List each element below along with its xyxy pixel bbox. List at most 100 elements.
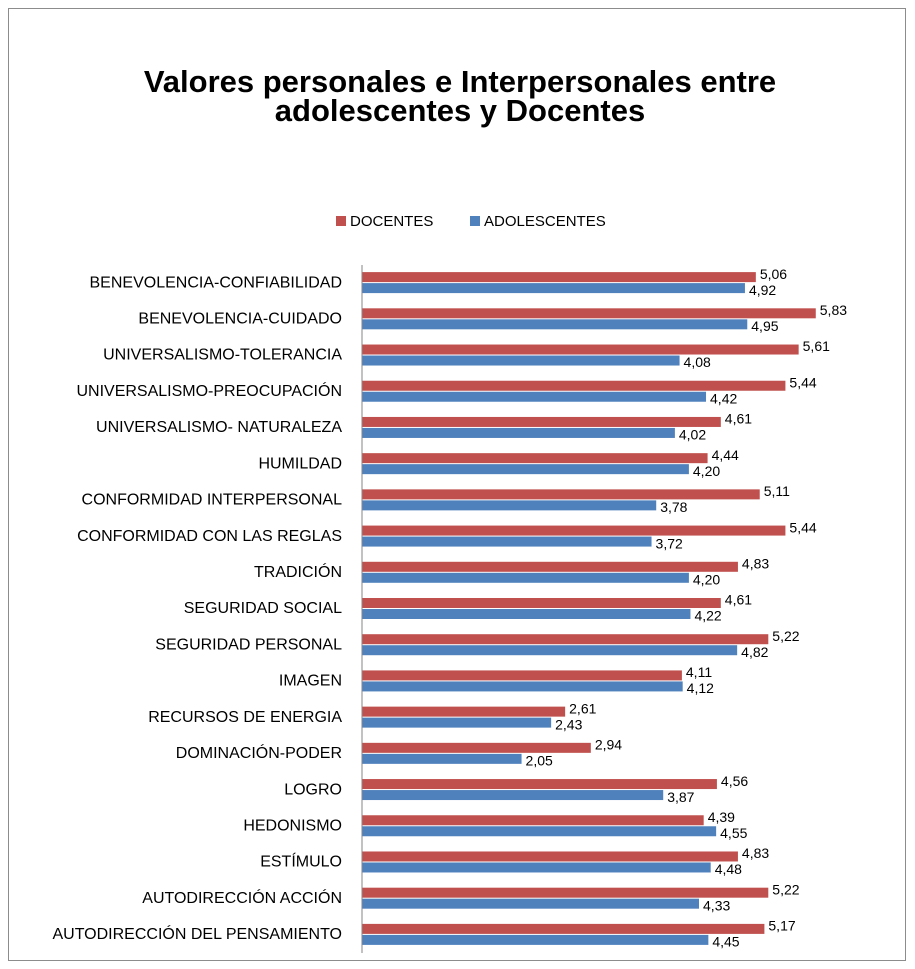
- bar: [362, 272, 756, 283]
- value-label: 4,55: [720, 825, 747, 841]
- bar: [362, 887, 769, 898]
- value-label: 4,39: [708, 809, 735, 825]
- bar: [362, 851, 738, 862]
- y-tick-label: BENEVOLENCIA-CONFIABILIDAD: [90, 274, 343, 291]
- value-label: 4,42: [710, 390, 737, 406]
- value-label: 4,45: [712, 934, 739, 950]
- value-label: 5,22: [772, 628, 799, 644]
- legend-swatch: [336, 216, 346, 226]
- value-label: 4,92: [749, 282, 776, 298]
- bar: [362, 934, 709, 945]
- value-label: 4,82: [741, 644, 768, 660]
- value-label: 2,43: [555, 716, 582, 732]
- bar: [362, 753, 522, 764]
- value-label: 4,61: [725, 411, 752, 427]
- bar: [362, 355, 680, 366]
- chart-frame: [8, 8, 906, 961]
- value-label: 5,17: [768, 918, 795, 934]
- bar: [362, 790, 664, 801]
- value-label: 4,20: [693, 571, 720, 587]
- value-label: 5,61: [803, 338, 830, 354]
- value-label: 3,78: [660, 499, 687, 515]
- value-label: 4,02: [679, 427, 706, 443]
- bar: [362, 572, 689, 583]
- bar: [362, 391, 707, 402]
- value-label: 5,06: [760, 266, 787, 282]
- value-label: 2,05: [526, 753, 553, 769]
- legend-label: ADOLESCENTES: [484, 213, 606, 230]
- y-tick-label: RECURSOS DE ENERGIA: [148, 709, 342, 726]
- value-label: 4,83: [742, 845, 769, 861]
- y-tick-label: HEDONISMO: [243, 817, 342, 834]
- bar: [362, 536, 652, 547]
- value-label: 5,22: [772, 881, 799, 897]
- bar: [362, 717, 552, 728]
- value-label: 4,95: [751, 318, 778, 334]
- bar: [362, 308, 816, 319]
- y-tick-label: UNIVERSALISMO-PREOCUPACIÓN: [76, 381, 342, 400]
- bar: [362, 525, 786, 536]
- y-tick-label: ESTÍMULO: [260, 852, 342, 871]
- value-label: 2,61: [569, 700, 596, 716]
- value-label: 4,44: [712, 447, 739, 463]
- value-label: 5,83: [820, 302, 847, 318]
- bar: [362, 670, 682, 681]
- bar: [362, 464, 689, 475]
- bar: [362, 427, 675, 438]
- bar: [362, 742, 591, 753]
- value-label: 4,20: [693, 463, 720, 479]
- y-tick-label: DOMINACIÓN-PODER: [176, 743, 342, 762]
- value-label: 3,87: [667, 789, 694, 805]
- legend-label: DOCENTES: [350, 213, 433, 230]
- bar: [362, 561, 738, 572]
- bar: [362, 862, 711, 873]
- y-tick-label: UNIVERSALISMO- NATURALEZA: [96, 419, 342, 436]
- value-label: 4,08: [684, 354, 711, 370]
- y-tick-label: BENEVOLENCIA-CUIDADO: [138, 311, 342, 328]
- bar: [362, 681, 683, 692]
- y-tick-label: TRADICIÓN: [254, 562, 342, 581]
- bar: [362, 344, 799, 355]
- value-label: 4,61: [725, 592, 752, 608]
- bar: [362, 380, 786, 391]
- bar: [362, 923, 765, 934]
- bar: [362, 500, 657, 511]
- y-tick-label: AUTODIRECCIÓN ACCIÓN: [142, 888, 342, 907]
- bar: [362, 609, 691, 619]
- value-label: 4,22: [694, 608, 721, 624]
- bar: [362, 815, 704, 826]
- y-tick-label: HUMILDAD: [258, 455, 342, 472]
- bar: [362, 779, 717, 790]
- value-label: 4,83: [742, 555, 769, 571]
- bar: [362, 706, 566, 717]
- value-label: 4,33: [703, 897, 730, 913]
- bar: [362, 826, 717, 837]
- bar: [362, 645, 738, 656]
- value-label: 4,12: [687, 680, 714, 696]
- bar: [362, 416, 721, 427]
- value-label: 5,11: [764, 483, 790, 499]
- y-tick-label: AUTODIRECCIÓN DEL PENSAMIENTO: [52, 924, 342, 943]
- bar: [362, 489, 760, 500]
- bar: [362, 453, 708, 464]
- y-tick-label: UNIVERSALISMO-TOLERANCIA: [103, 347, 342, 364]
- value-label: 3,72: [656, 535, 683, 551]
- value-label: 2,94: [595, 737, 622, 753]
- chart-title: Valores personales e Interpersonales ent…: [144, 64, 776, 128]
- legend-swatch: [470, 216, 480, 226]
- value-label: 4,56: [721, 773, 748, 789]
- y-tick-label: CONFORMIDAD INTERPERSONAL: [82, 492, 343, 509]
- bar: [362, 898, 700, 909]
- y-tick-label: IMAGEN: [279, 673, 342, 690]
- value-label: 4,48: [715, 861, 742, 877]
- bar: [362, 319, 748, 330]
- bar: [362, 598, 721, 608]
- bar: [362, 283, 745, 294]
- y-tick-label: SEGURIDAD PERSONAL: [155, 636, 342, 653]
- value-label: 4,11: [686, 664, 712, 680]
- bar: [362, 634, 769, 645]
- y-tick-label: CONFORMIDAD CON LAS REGLAS: [77, 528, 342, 545]
- y-tick-label: SEGURIDAD SOCIAL: [184, 600, 342, 617]
- value-label: 5,44: [789, 374, 816, 390]
